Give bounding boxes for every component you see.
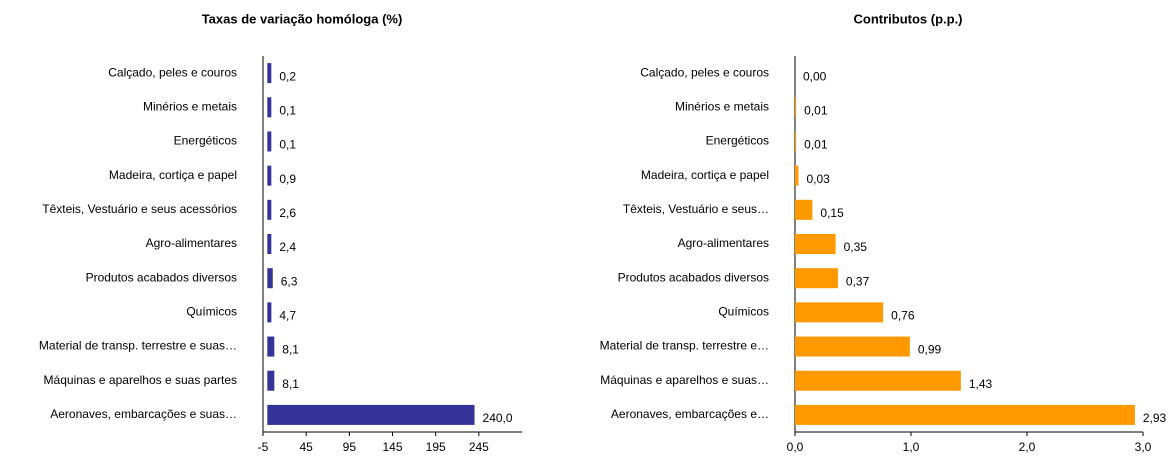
bar <box>795 199 813 220</box>
category-label: Madeira, cortiça e papel <box>109 168 237 182</box>
category-label: Calçado, peles e couros <box>640 65 769 79</box>
value-label: 6,3 <box>281 274 298 288</box>
bar <box>795 268 838 289</box>
bar <box>795 302 884 323</box>
bar <box>267 302 272 323</box>
bar <box>267 404 475 425</box>
x-tick-label: 0,0 <box>787 440 804 454</box>
x-tick-label: -5 <box>258 440 269 454</box>
value-label: 0,2 <box>279 69 296 83</box>
value-label: 0,1 <box>279 138 296 152</box>
category-label: Agro-alimentares <box>678 236 769 250</box>
value-label: 0,1 <box>279 103 296 117</box>
bar <box>795 404 1135 425</box>
bar <box>795 97 797 118</box>
chart-title: Taxas de variação homóloga (%) <box>202 11 403 26</box>
x-tick-label: 2,0 <box>1019 440 1036 454</box>
value-label: 1,43 <box>969 377 993 391</box>
category-label: Madeira, cortiça e papel <box>641 168 769 182</box>
bar <box>795 336 910 357</box>
value-label: 0,15 <box>820 206 844 220</box>
value-label: 8,1 <box>282 343 299 357</box>
bar <box>267 199 272 220</box>
bar <box>267 131 272 152</box>
value-label: 0,01 <box>804 138 828 152</box>
category-label: Material de transp. terrestre e suas… <box>39 339 237 353</box>
chart-title: Contributos (p.p.) <box>853 11 962 26</box>
category-label: Produtos acabados diversos <box>618 270 769 284</box>
category-label: Agro-alimentares <box>146 236 237 250</box>
x-tick-label: 45 <box>299 440 313 454</box>
bar <box>267 234 272 254</box>
value-label: 240,0 <box>483 411 513 425</box>
bar <box>267 370 275 391</box>
bar <box>267 268 273 289</box>
value-label: 2,6 <box>279 206 296 220</box>
category-label: Máquinas e aparelhos e suas… <box>600 373 769 387</box>
bar <box>267 336 275 357</box>
category-label: Minérios e metais <box>675 99 769 113</box>
value-label: 0,76 <box>891 309 915 323</box>
category-label: Energéticos <box>174 134 237 148</box>
value-label: 4,7 <box>279 309 296 323</box>
bar <box>795 165 799 186</box>
bar <box>267 63 272 84</box>
value-label: 0,35 <box>844 240 868 254</box>
bar <box>795 370 961 391</box>
value-label: 0,37 <box>846 274 870 288</box>
value-label: 0,01 <box>804 103 828 117</box>
bar <box>267 97 272 118</box>
category-label: Produtos acabados diversos <box>86 270 237 284</box>
value-label: 8,1 <box>282 377 299 391</box>
category-label: Têxteis, Vestuário e seus… <box>623 202 769 216</box>
value-label: 2,4 <box>279 240 296 254</box>
x-tick-label: 245 <box>469 440 489 454</box>
value-label: 0,00 <box>803 69 827 83</box>
value-label: 0,99 <box>918 343 942 357</box>
category-label: Energéticos <box>706 134 769 148</box>
category-label: Material de transp. terrestre e… <box>600 339 769 353</box>
bar <box>795 131 797 152</box>
category-label: Aeronaves, embarcações e… <box>611 407 769 421</box>
x-tick-label: 95 <box>343 440 357 454</box>
value-label: 0,9 <box>279 172 296 186</box>
x-tick-label: 1,0 <box>903 440 920 454</box>
category-label: Calçado, peles e couros <box>108 65 237 79</box>
category-label: Minérios e metais <box>143 99 237 113</box>
category-label: Máquinas e aparelhos e suas partes <box>44 373 237 387</box>
category-label: Têxteis, Vestuário e seus acessórios <box>42 202 237 216</box>
category-label: Químicos <box>718 305 769 319</box>
x-tick-label: 195 <box>426 440 446 454</box>
category-label: Aeronaves, embarcações e suas… <box>50 407 237 421</box>
value-label: 0,03 <box>806 172 830 186</box>
x-tick-label: 3,0 <box>1135 440 1152 454</box>
bar <box>267 165 272 186</box>
value-label: 2,93 <box>1143 411 1167 425</box>
x-tick-label: 145 <box>382 440 402 454</box>
category-label: Químicos <box>186 305 237 319</box>
bar <box>795 234 836 254</box>
